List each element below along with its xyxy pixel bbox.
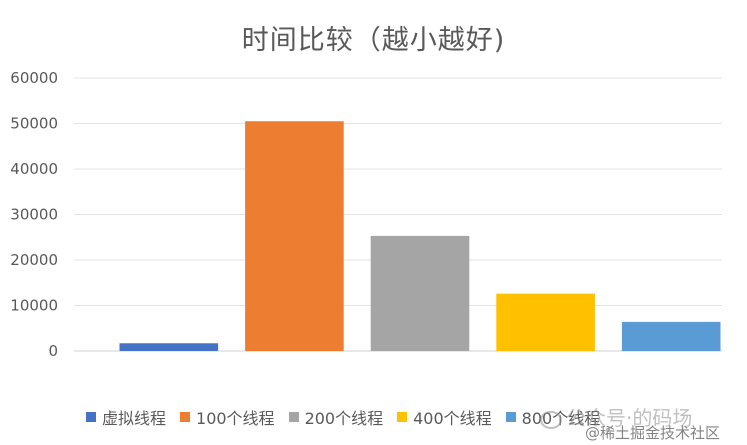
y-tick-label: 30000 (10, 206, 58, 224)
wechat-icon (540, 410, 562, 429)
legend-swatch (180, 412, 191, 422)
legend-label: 400个线程 (413, 409, 492, 428)
legend-item: 100个线程 (180, 405, 275, 429)
watermark-wechat: 公众号·的码场 (540, 402, 692, 431)
watermark-juejin: @稀土掘金技术社区 (585, 424, 721, 442)
y-tick-label: 10000 (10, 297, 58, 315)
legend-swatch (505, 412, 516, 422)
y-tick-label: 60000 (10, 69, 58, 87)
bar-2 (245, 121, 344, 351)
y-tick-label: 40000 (10, 160, 58, 178)
bar-1 (119, 343, 219, 351)
y-tick-label: 50000 (10, 115, 58, 133)
bar-5 (621, 321, 721, 351)
bar-4 (496, 293, 595, 351)
legend-swatch (288, 412, 299, 422)
chart-legend: 虚拟线程 100个线程 200个线程 400个线程 800个线程 (86, 405, 614, 429)
watermark-text: 公众号·的码场 (566, 406, 693, 430)
legend-label: 200个线程 (304, 409, 384, 428)
legend-item: 200个线程 (288, 405, 384, 429)
y-tick-label: 20000 (10, 251, 58, 269)
legend-item: 400个线程 (397, 405, 492, 429)
legend-label: 虚拟线程 (102, 409, 167, 428)
chart-title: 时间比较（越小越好) (241, 25, 506, 56)
legend-item: 虚拟线程 (86, 405, 166, 429)
legend-swatch (86, 412, 96, 422)
legend-label: 100个线程 (196, 409, 275, 428)
y-tick-label: 0 (48, 342, 58, 360)
legend-swatch (397, 412, 408, 422)
bar-3 (370, 235, 470, 351)
